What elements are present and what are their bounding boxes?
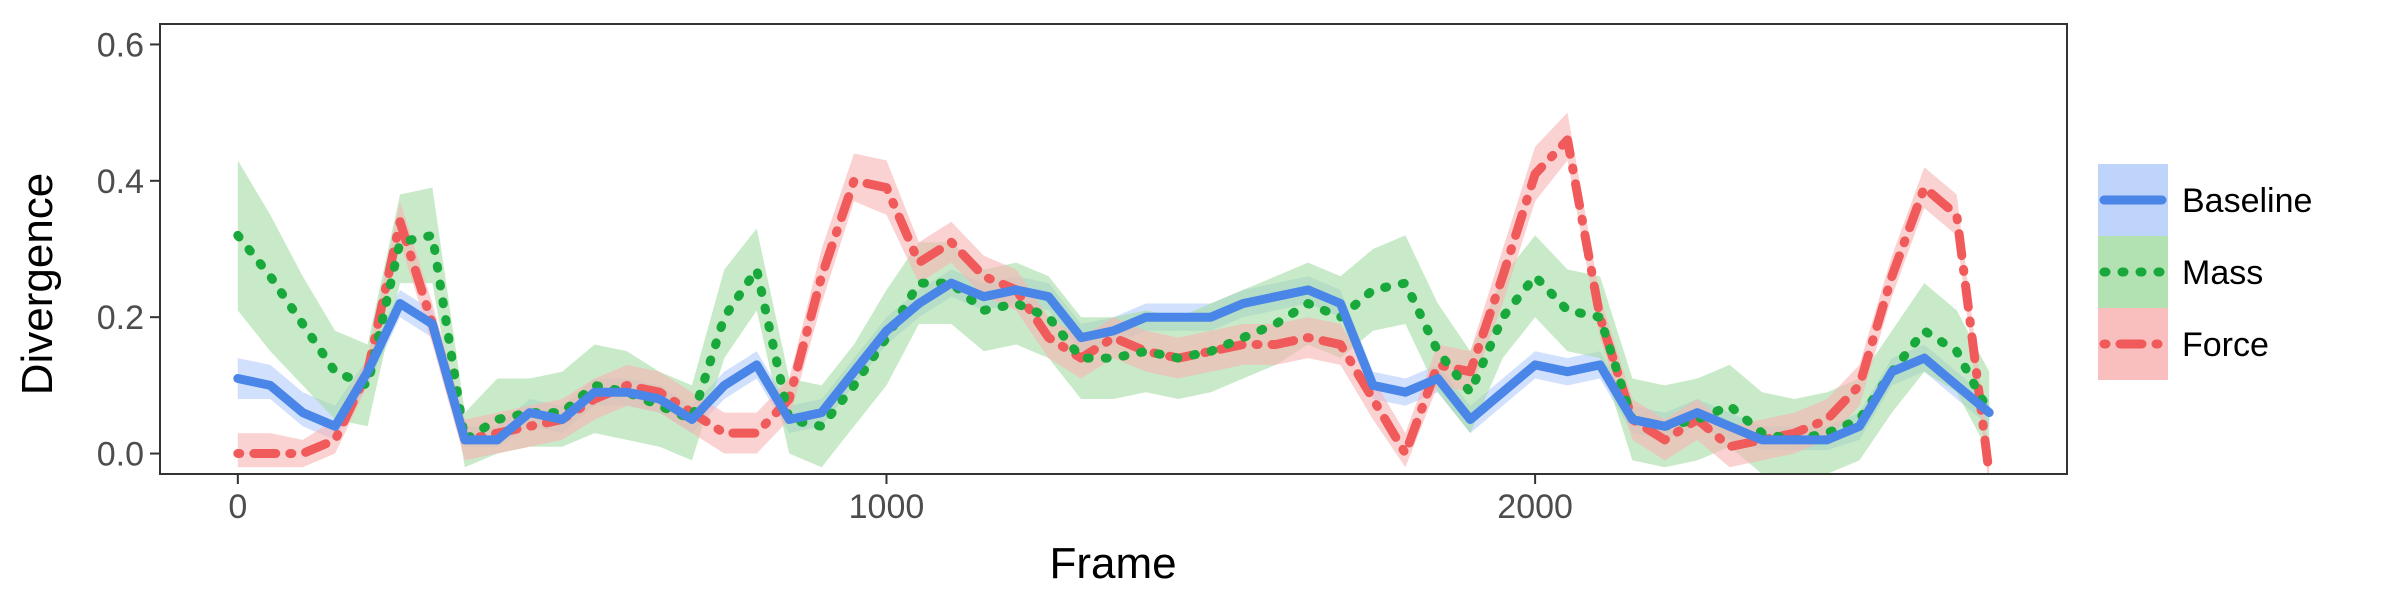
y-tick-label: 0.4 — [97, 163, 144, 201]
legend-label-baseline: Baseline — [2182, 182, 2312, 220]
y-tick-label: 0.6 — [97, 26, 144, 64]
y-axis-label: Divergence — [13, 173, 62, 396]
plot-area — [233, 112, 1994, 474]
x-tick-label: 1000 — [849, 488, 925, 526]
legend: Baseline Mass Force — [2098, 164, 2312, 380]
y-tick-label: 0.2 — [97, 299, 144, 337]
force-confidence-band — [237, 112, 1990, 474]
legend-item-force: Force — [2098, 308, 2269, 380]
legend-label-mass: Mass — [2182, 254, 2263, 292]
axes: 0 1000 2000 0.0 0.2 0.4 0.6 — [97, 23, 2068, 526]
legend-item-mass: Mass — [2098, 236, 2263, 308]
legend-item-baseline: Baseline — [2098, 164, 2312, 236]
x-axis-label: Frame — [1049, 539, 1176, 588]
mass-series-line — [233, 230, 1994, 445]
plot-border — [159, 23, 2068, 475]
legend-label-force: Force — [2182, 326, 2269, 364]
y-tick-label: 0.0 — [97, 436, 144, 474]
baseline-series-line — [233, 278, 1994, 445]
x-tick-label: 0 — [228, 488, 247, 526]
x-tick-label: 2000 — [1497, 488, 1573, 526]
